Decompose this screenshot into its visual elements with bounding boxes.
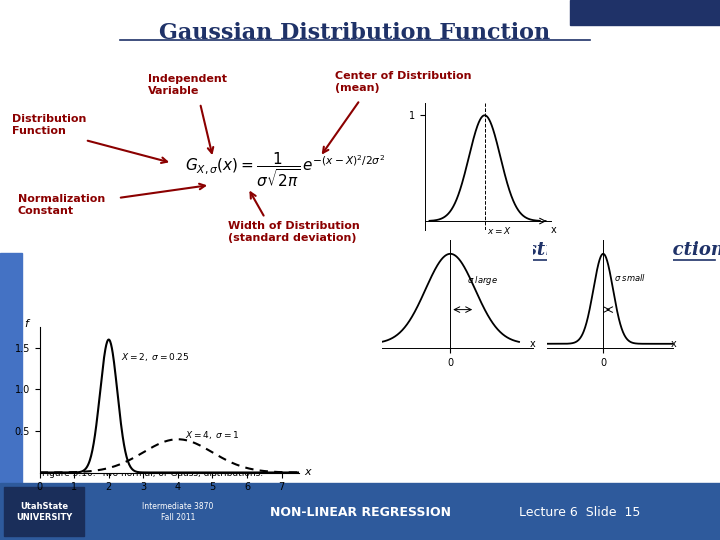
Text: $x = X$: $x = X$: [487, 225, 512, 236]
Text: Intermediate 3870
Fall 2011: Intermediate 3870 Fall 2011: [143, 502, 214, 522]
Text: Normalization
Constant: Normalization Constant: [18, 194, 105, 216]
Text: Distribution
Function: Distribution Function: [12, 114, 86, 136]
Text: x: x: [304, 467, 310, 477]
Text: Width of Distribution
(standard deviation): Width of Distribution (standard deviatio…: [228, 221, 360, 243]
Text: Independent
Variable: Independent Variable: [148, 74, 227, 96]
Text: x: x: [530, 340, 536, 349]
Bar: [0, 483, 720, 540]
Text: Gaussian Distribution Function: Gaussian Distribution Function: [159, 22, 551, 44]
Text: UtahState
UNIVERSITY: UtahState UNIVERSITY: [16, 502, 72, 522]
Text: x: x: [670, 340, 676, 349]
Text: $X = 4,\ \sigma = 1$: $X = 4,\ \sigma = 1$: [185, 429, 239, 441]
Text: Lecture 6  Slide  15: Lecture 6 Slide 15: [519, 505, 641, 518]
Text: NON-LINEAR REGRESSION: NON-LINEAR REGRESSION: [269, 505, 451, 518]
Text: Figure 5.10.  Two normal, or Gauss, distributions.: Figure 5.10. Two normal, or Gauss, distr…: [42, 469, 263, 477]
Bar: [4, 487, 84, 536]
Text: f: f: [24, 319, 28, 329]
Bar: [570, 0, 720, 25]
Text: Center of Distribution
(mean): Center of Distribution (mean): [335, 71, 472, 93]
Bar: [0, 253, 22, 483]
Text: $\sigma$ small: $\sigma$ small: [613, 272, 646, 283]
Text: $\sigma$ large: $\sigma$ large: [467, 274, 498, 287]
Text: x: x: [551, 225, 557, 235]
Text: $G_{X,\sigma}(x) = \dfrac{1}{\sigma\sqrt{2\pi}}\,e^{-(x-X)^2/2\sigma^2}$: $G_{X,\sigma}(x) = \dfrac{1}{\sigma\sqrt…: [185, 151, 385, 190]
Text: Gaussian Distribution Function: Gaussian Distribution Function: [406, 241, 720, 259]
Text: $X = 2,\ \sigma = 0.25$: $X = 2,\ \sigma = 0.25$: [121, 351, 189, 363]
